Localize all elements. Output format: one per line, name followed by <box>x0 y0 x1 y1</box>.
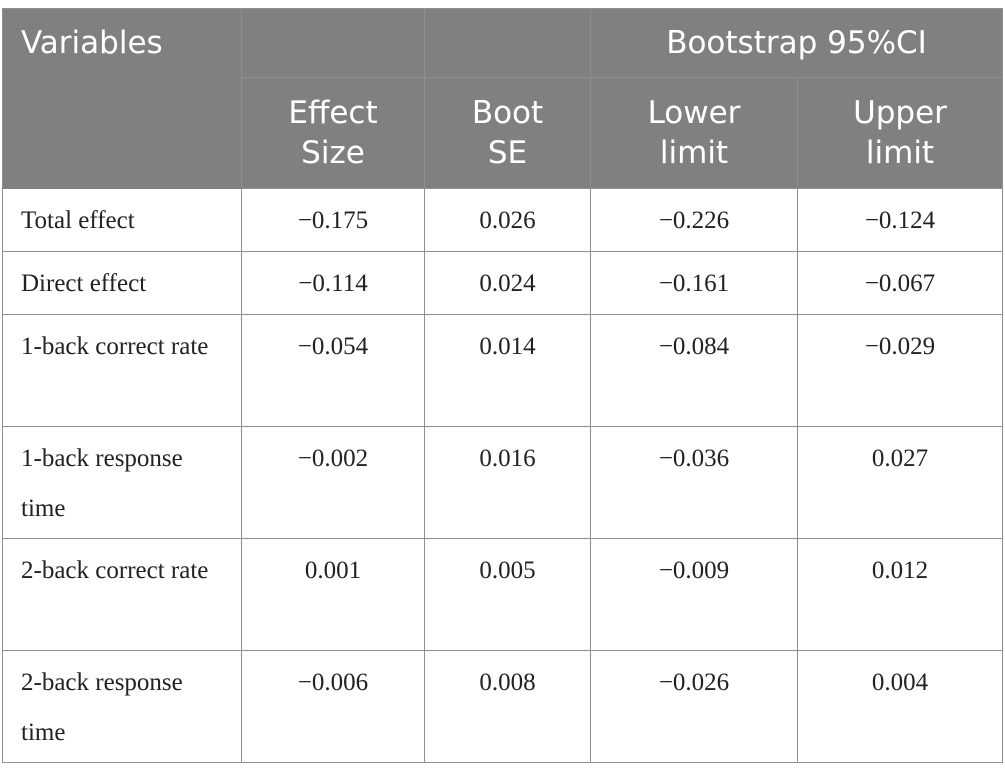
header-effect-size-line-1: Effect <box>288 95 378 131</box>
header-variables: Variables <box>2 8 242 189</box>
cell-boot-se: 0.026 <box>424 188 591 252</box>
row-label: 1-back correct rate <box>2 314 242 427</box>
table-row: Direct effect −0.114 0.024 −0.161 −0.067 <box>2 251 1003 315</box>
row-label: Total effect <box>2 188 242 252</box>
cell-lower-limit: −0.009 <box>590 538 798 651</box>
table-header: Variables Bootstrap 95%CI Effect Size Bo… <box>2 8 1003 189</box>
header-lower-limit-line-2: limit <box>659 135 729 171</box>
row-label: 1-back response time <box>2 426 242 539</box>
header-upper-limit: Upper limit <box>797 77 1003 189</box>
row-label: 2-back correct rate <box>2 538 242 651</box>
header-row-bottom: Effect Size Boot SE Lower limit Upper li… <box>3 77 1003 189</box>
cell-effect-size: −0.175 <box>241 188 425 252</box>
cell-lower-limit: −0.036 <box>590 426 798 539</box>
header-lower-limit-line-1: Lower <box>647 95 741 131</box>
header-boot-se-line-2: SE <box>487 135 528 171</box>
header-effect-size: Effect Size <box>241 77 425 189</box>
cell-upper-limit: −0.067 <box>797 251 1003 315</box>
header-boot-se-line-1: Boot <box>471 95 544 131</box>
cell-upper-limit: 0.027 <box>797 426 1003 539</box>
table-row: 1-back correct rate −0.054 0.014 −0.084 … <box>2 314 1003 427</box>
header-effect-size-line-2: Size <box>301 135 365 171</box>
cell-boot-se: 0.008 <box>424 650 591 763</box>
mediation-effects-table: Variables Bootstrap 95%CI Effect Size Bo… <box>2 8 1003 763</box>
cell-boot-se: 0.005 <box>424 538 591 651</box>
table-row: 2-back correct rate 0.001 0.005 −0.009 0… <box>2 538 1003 651</box>
cell-effect-size: −0.002 <box>241 426 425 539</box>
header-boot-se: Boot SE <box>424 77 591 189</box>
cell-effect-size: −0.114 <box>241 251 425 315</box>
cell-lower-limit: −0.161 <box>590 251 798 315</box>
table-body: Total effect −0.175 0.026 −0.226 −0.124 … <box>2 188 1003 763</box>
cell-effect-size: −0.006 <box>241 650 425 763</box>
cell-boot-se: 0.016 <box>424 426 591 539</box>
header-empty-1 <box>241 8 425 78</box>
table-row: 1-back response time −0.002 0.016 −0.036… <box>2 426 1003 539</box>
header-upper-limit-line-2: limit <box>865 135 935 171</box>
header-empty-2 <box>424 8 591 78</box>
cell-lower-limit: −0.084 <box>590 314 798 427</box>
cell-lower-limit: −0.026 <box>590 650 798 763</box>
cell-lower-limit: −0.226 <box>590 188 798 252</box>
cell-boot-se: 0.024 <box>424 251 591 315</box>
cell-effect-size: 0.001 <box>241 538 425 651</box>
cell-upper-limit: −0.029 <box>797 314 1003 427</box>
cell-boot-se: 0.014 <box>424 314 591 427</box>
table-row: Total effect −0.175 0.026 −0.226 −0.124 <box>2 188 1003 252</box>
cell-effect-size: −0.054 <box>241 314 425 427</box>
cell-upper-limit: −0.124 <box>797 188 1003 252</box>
cell-upper-limit: 0.012 <box>797 538 1003 651</box>
header-bootstrap-ci: Bootstrap 95%CI <box>590 8 1003 78</box>
row-label: 2-back response time <box>2 650 242 763</box>
cell-upper-limit: 0.004 <box>797 650 1003 763</box>
table-row: 2-back response time −0.006 0.008 −0.026… <box>2 650 1003 763</box>
header-upper-limit-line-1: Upper <box>853 95 947 131</box>
header-row-top: Variables Bootstrap 95%CI <box>2 8 1003 189</box>
header-lower-limit: Lower limit <box>590 77 798 189</box>
row-label: Direct effect <box>2 251 242 315</box>
